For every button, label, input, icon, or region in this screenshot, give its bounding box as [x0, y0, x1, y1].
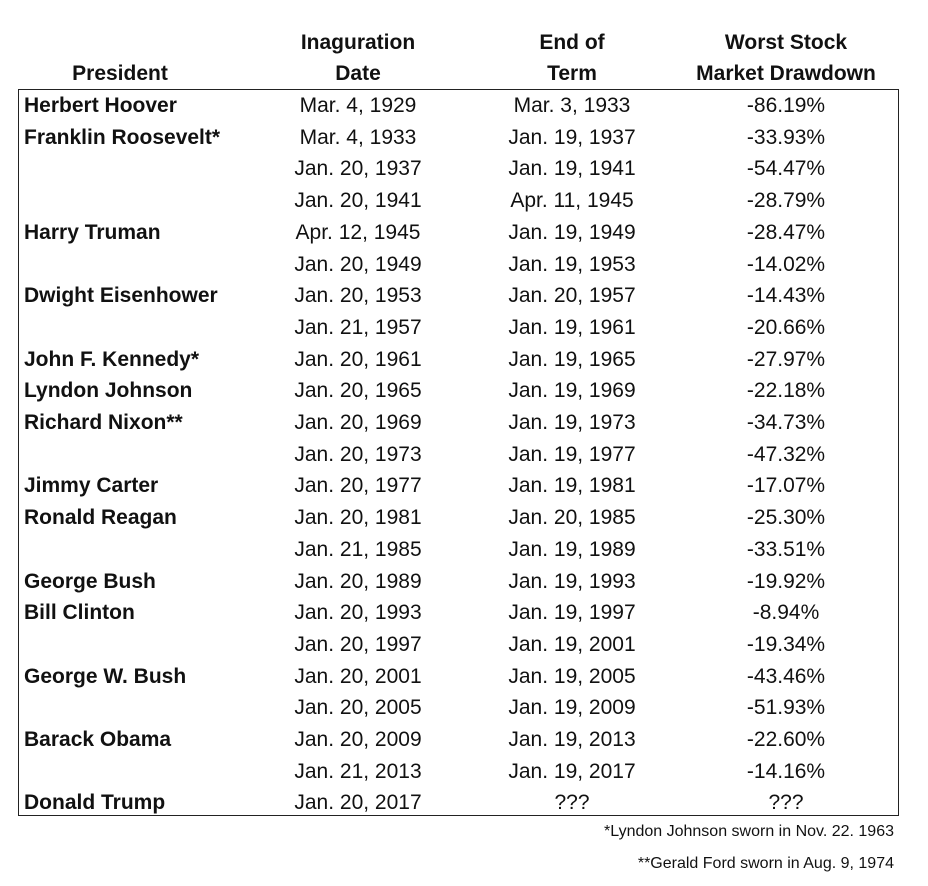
drawdown: ??? — [768, 791, 804, 815]
inauguration-date: Jan. 20, 2009 — [294, 728, 422, 751]
end-of-term: Jan. 20, 1985 — [508, 506, 636, 530]
end-of-term: Jan. 19, 1989 — [508, 537, 636, 561]
president-name: George W. Bush — [24, 664, 187, 688]
drawdown: -14.16% — [746, 759, 826, 783]
drawdown: -19.92% — [746, 569, 826, 593]
inauguration-date: Jan. 21, 1985 — [294, 537, 422, 561]
president-name: Dwight Eisenhower — [24, 284, 218, 308]
end-of-term: Jan. 19, 1977 — [508, 442, 636, 466]
drawdown: -8.94% — [752, 601, 820, 625]
drawdown: -34.73% — [746, 411, 826, 434]
drawdown: -33.93% — [746, 125, 826, 149]
table-border — [18, 89, 899, 816]
inauguration-date: Jan. 21, 2013 — [294, 759, 422, 783]
drawdown: -20.66% — [746, 315, 826, 339]
drawdown: -27.97% — [746, 347, 826, 371]
footnote: **Gerald Ford sworn in Aug. 9, 1974 — [637, 855, 894, 872]
drawdown: -28.47% — [746, 220, 826, 244]
drawdown: -22.18% — [746, 379, 826, 403]
end-of-term: Jan. 20, 1957 — [508, 284, 636, 308]
end-of-term: Mar. 3, 1933 — [513, 94, 631, 117]
drawdown: -86.19% — [746, 94, 826, 117]
column-header: Date — [335, 62, 381, 85]
inauguration-date: Jan. 20, 1941 — [294, 189, 422, 213]
end-of-term: Jan. 19, 1981 — [508, 474, 636, 498]
president-name: Jimmy Carter — [24, 474, 159, 498]
inauguration-date: Mar. 4, 1933 — [299, 125, 417, 149]
inauguration-date: Jan. 20, 1965 — [294, 379, 422, 403]
drawdown: -33.51% — [746, 537, 826, 561]
drawdown: -17.07% — [746, 474, 826, 498]
column-header: Inaguration — [300, 31, 416, 54]
end-of-term: Jan. 19, 2001 — [508, 632, 636, 656]
inauguration-date: Mar. 4, 1929 — [299, 94, 417, 117]
inauguration-date: Jan. 21, 1957 — [294, 315, 422, 339]
inauguration-date: Jan. 20, 1997 — [294, 632, 422, 656]
end-of-term: Jan. 19, 1997 — [508, 601, 636, 625]
president-name: Herbert Hoover — [24, 94, 177, 117]
column-header: Market Drawdown — [696, 62, 876, 85]
inauguration-date: Jan. 20, 2005 — [294, 696, 422, 720]
drawdown: -47.32% — [746, 442, 826, 466]
president-name: Bill Clinton — [24, 601, 135, 625]
president-name: John F. Kennedy* — [24, 347, 200, 371]
end-of-term: Jan. 19, 1941 — [508, 157, 636, 181]
end-of-term: Jan. 19, 1969 — [508, 379, 636, 403]
president-name: George Bush — [24, 569, 156, 593]
end-of-term: Jan. 19, 1953 — [508, 252, 636, 276]
drawdown: -14.02% — [746, 252, 826, 276]
column-header: Worst Stock — [724, 31, 848, 54]
president-name: Lyndon Johnson — [24, 379, 193, 403]
drawdown: -14.43% — [746, 284, 826, 308]
inauguration-date: Jan. 20, 2017 — [294, 791, 422, 815]
end-of-term: Jan. 19, 1993 — [508, 569, 636, 593]
president-name: Richard Nixon** — [24, 411, 183, 434]
inauguration-date: Jan. 20, 1937 — [294, 157, 422, 181]
footnote: *Lyndon Johnson sworn in Nov. 22. 1963 — [604, 823, 894, 840]
inauguration-date: Jan. 20, 1953 — [294, 284, 422, 308]
end-of-term: Jan. 19, 2013 — [508, 728, 636, 751]
column-header: End of — [539, 31, 605, 54]
inauguration-date: Jan. 20, 1973 — [294, 442, 422, 466]
column-header: President — [72, 62, 168, 85]
inauguration-date: Jan. 20, 1961 — [294, 347, 422, 371]
end-of-term: Jan. 19, 1973 — [508, 411, 636, 434]
end-of-term: Jan. 19, 1961 — [508, 315, 636, 339]
end-of-term: Jan. 19, 1949 — [508, 220, 636, 244]
end-of-term: Jan. 19, 1965 — [508, 347, 636, 371]
president-name: Franklin Roosevelt* — [24, 125, 221, 149]
end-of-term: Jan. 19, 2009 — [508, 696, 636, 720]
column-header: Term — [547, 62, 597, 85]
inauguration-date: Jan. 20, 1981 — [294, 506, 422, 530]
end-of-term: Apr. 11, 1945 — [510, 189, 634, 213]
drawdown: -25.30% — [746, 506, 826, 530]
president-name: Donald Trump — [24, 791, 166, 815]
inauguration-date: Jan. 20, 1969 — [294, 411, 422, 434]
inauguration-date: Jan. 20, 1977 — [294, 474, 422, 498]
end-of-term: Jan. 19, 2017 — [508, 759, 636, 783]
drawdown: -22.60% — [746, 728, 826, 751]
drawdown: -51.93% — [746, 696, 826, 720]
drawdown: -19.34% — [746, 632, 826, 656]
end-of-term: ??? — [554, 791, 590, 815]
president-name: Ronald Reagan — [24, 506, 177, 530]
drawdown: -54.47% — [746, 157, 826, 181]
inauguration-date: Jan. 20, 1993 — [294, 601, 422, 625]
president-name: Barack Obama — [24, 728, 172, 751]
inauguration-date: Jan. 20, 1949 — [294, 252, 422, 276]
end-of-term: Jan. 19, 2005 — [508, 664, 636, 688]
end-of-term: Jan. 19, 1937 — [508, 125, 636, 149]
inauguration-date: Jan. 20, 1989 — [294, 569, 422, 593]
inauguration-date: Apr. 12, 1945 — [295, 220, 421, 244]
drawdown: -43.46% — [746, 664, 826, 688]
president-name: Harry Truman — [24, 220, 161, 244]
inauguration-date: Jan. 20, 2001 — [294, 664, 422, 688]
drawdown: -28.79% — [746, 189, 826, 213]
